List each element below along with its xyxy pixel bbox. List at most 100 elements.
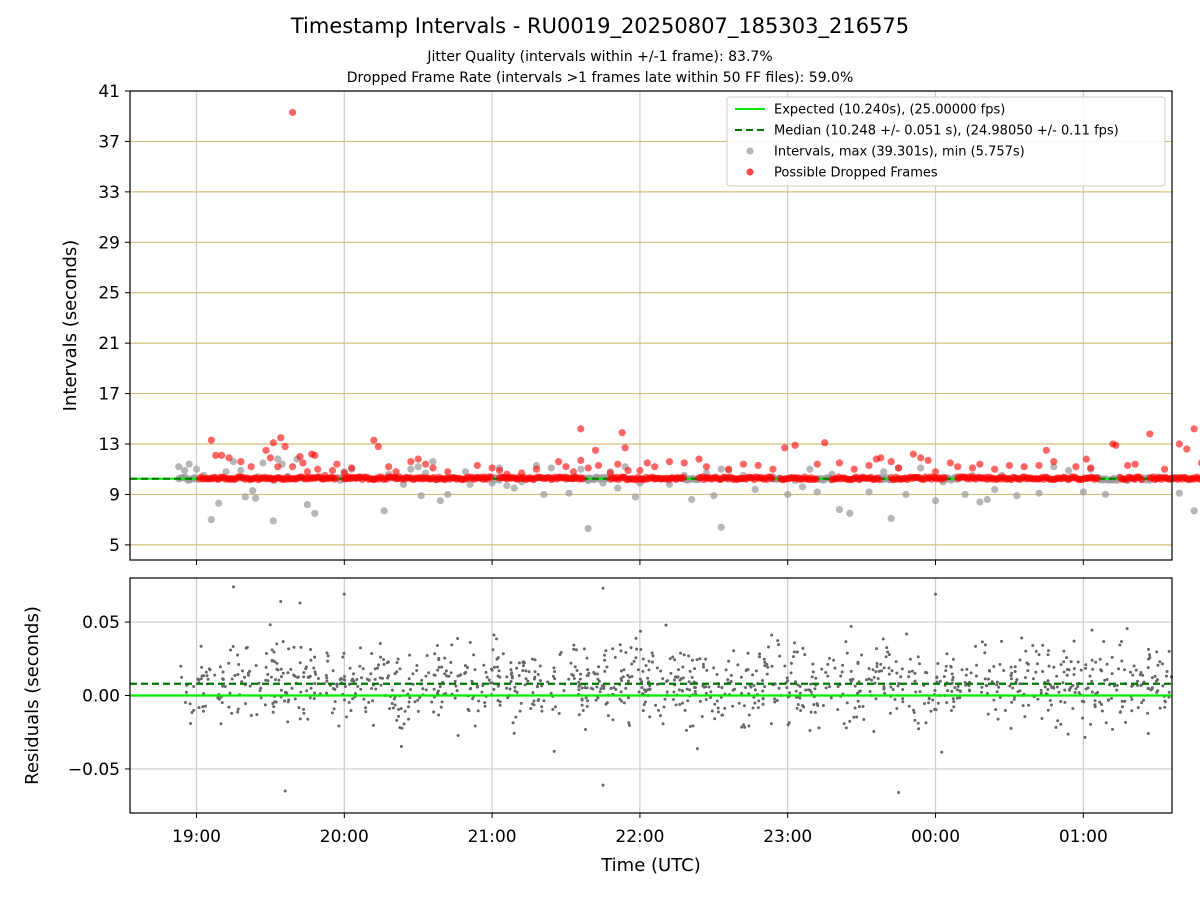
- residual-point: [273, 660, 277, 664]
- x-tick-label: 23:00: [763, 827, 812, 847]
- residual-point: [1094, 660, 1098, 664]
- residual-point: [1041, 643, 1045, 647]
- residual-point: [715, 672, 719, 676]
- residual-point: [975, 663, 979, 667]
- dropped-frame-point: [518, 469, 526, 477]
- residual-point: [641, 669, 645, 673]
- residual-point: [249, 714, 253, 718]
- residual-point: [192, 708, 196, 712]
- residual-point: [713, 717, 717, 721]
- legend: Expected (10.240s), (25.00000 fps) Median…: [726, 96, 1166, 187]
- residual-point: [622, 701, 626, 705]
- residual-point: [553, 670, 557, 674]
- dropped-frame-point: [488, 464, 496, 472]
- residual-point: [956, 684, 960, 688]
- residual-point: [998, 696, 1002, 700]
- residual-point: [1140, 701, 1144, 705]
- interval-point: [1175, 489, 1183, 497]
- residual-point: [901, 700, 905, 704]
- residual-point: [359, 687, 363, 691]
- residual-point: [180, 675, 184, 679]
- residual-point: [523, 683, 527, 687]
- residual-point: [492, 687, 496, 691]
- dropped-frame-point: [941, 474, 949, 482]
- dropped-frame-point: [835, 459, 844, 467]
- residual-point: [601, 783, 605, 787]
- dropped-frame-point: [321, 471, 329, 480]
- dropped-frame-point: [946, 459, 954, 467]
- residual-point: [945, 652, 949, 656]
- residual-point: [330, 711, 334, 715]
- residual-point: [437, 658, 441, 662]
- residual-point: [531, 702, 535, 706]
- residual-point: [463, 671, 467, 675]
- residual-point: [551, 674, 555, 678]
- residual-point: [1125, 627, 1129, 631]
- residual-point: [672, 678, 676, 682]
- residual-point: [646, 676, 650, 680]
- residual-point: [524, 669, 528, 673]
- residual-point: [580, 703, 584, 707]
- residual-point: [641, 657, 645, 661]
- residual-point: [949, 665, 953, 669]
- residual-point: [395, 660, 399, 664]
- dropped-frame-point: [768, 474, 776, 483]
- dropped-frame-point: [370, 436, 378, 444]
- residual-point: [810, 675, 814, 679]
- dropped-frame-point: [237, 458, 245, 466]
- residual-point: [853, 706, 857, 710]
- x-tick-label: 22:00: [615, 827, 664, 847]
- residual-point: [953, 686, 957, 690]
- residual-point: [281, 640, 285, 644]
- residual-point: [466, 666, 470, 670]
- residual-point: [1071, 683, 1075, 687]
- residual-point: [498, 703, 502, 707]
- residual-point: [308, 674, 312, 678]
- residual-point: [1093, 699, 1097, 703]
- residual-point: [1009, 726, 1013, 730]
- residual-point: [1122, 668, 1126, 672]
- interval-point: [688, 495, 696, 504]
- residual-point: [439, 705, 443, 709]
- residual-point: [789, 661, 793, 665]
- residual-point: [420, 678, 424, 682]
- residual-point: [1034, 670, 1038, 674]
- residual-point: [809, 690, 813, 694]
- interval-point: [976, 498, 984, 506]
- residual-point: [299, 645, 303, 649]
- residual-point: [605, 701, 609, 705]
- dropped-frame-point: [791, 441, 799, 449]
- residual-point: [302, 675, 306, 679]
- dropped-frame-point: [1072, 463, 1080, 471]
- residual-point: [526, 679, 530, 683]
- residual-point: [505, 686, 509, 690]
- residual-point: [934, 592, 938, 596]
- interval-point: [1064, 466, 1073, 475]
- x-tick-label: 20:00: [320, 827, 369, 847]
- residual-point: [259, 696, 263, 700]
- residual-point: [585, 656, 589, 660]
- residual-point: [995, 683, 999, 687]
- residual-point: [1139, 671, 1143, 675]
- residual-point: [690, 658, 694, 662]
- interval-point: [259, 459, 267, 467]
- residual-point: [729, 673, 733, 677]
- residual-point: [746, 651, 750, 655]
- residual-point: [626, 673, 630, 677]
- residual-point: [559, 650, 563, 654]
- dropped-frame-point: [569, 468, 578, 476]
- residual-point: [821, 704, 825, 708]
- dropped-frame-point: [865, 461, 873, 470]
- residual-point: [286, 671, 290, 675]
- residual-point: [742, 723, 746, 727]
- residual-point: [221, 684, 225, 688]
- residual-point: [456, 637, 460, 641]
- interval-point: [1013, 492, 1021, 500]
- residual-point: [1071, 706, 1075, 710]
- residual-point: [371, 723, 375, 727]
- residual-point: [444, 669, 448, 673]
- residual-point: [786, 679, 790, 683]
- residual-point: [259, 686, 263, 690]
- residual-point: [445, 674, 449, 678]
- residual-point: [244, 646, 248, 650]
